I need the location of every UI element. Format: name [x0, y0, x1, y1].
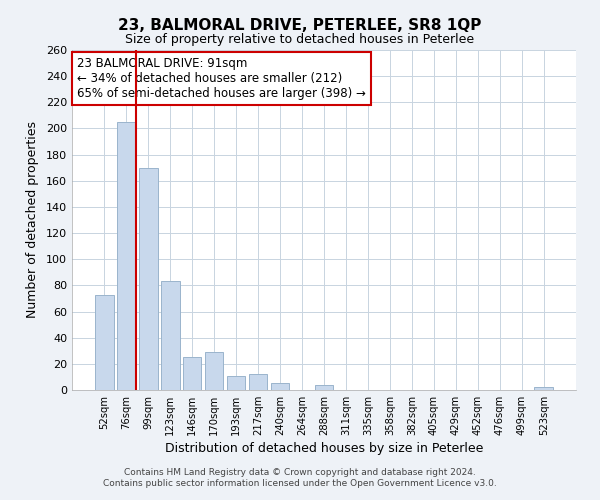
- Bar: [139, 168, 158, 390]
- Bar: [95, 294, 113, 390]
- Bar: [117, 122, 136, 390]
- Text: 23 BALMORAL DRIVE: 91sqm
← 34% of detached houses are smaller (212)
65% of semi-: 23 BALMORAL DRIVE: 91sqm ← 34% of detach…: [77, 57, 366, 100]
- Text: Contains HM Land Registry data © Crown copyright and database right 2024.
Contai: Contains HM Land Registry data © Crown c…: [103, 468, 497, 487]
- Bar: [249, 374, 268, 390]
- Bar: [183, 358, 202, 390]
- Bar: [271, 384, 289, 390]
- Bar: [205, 352, 223, 390]
- Text: Size of property relative to detached houses in Peterlee: Size of property relative to detached ho…: [125, 32, 475, 46]
- Bar: [227, 376, 245, 390]
- Bar: [161, 282, 179, 390]
- X-axis label: Distribution of detached houses by size in Peterlee: Distribution of detached houses by size …: [165, 442, 483, 455]
- Text: 23, BALMORAL DRIVE, PETERLEE, SR8 1QP: 23, BALMORAL DRIVE, PETERLEE, SR8 1QP: [118, 18, 482, 32]
- Bar: [535, 388, 553, 390]
- Y-axis label: Number of detached properties: Number of detached properties: [26, 122, 39, 318]
- Bar: [314, 385, 334, 390]
